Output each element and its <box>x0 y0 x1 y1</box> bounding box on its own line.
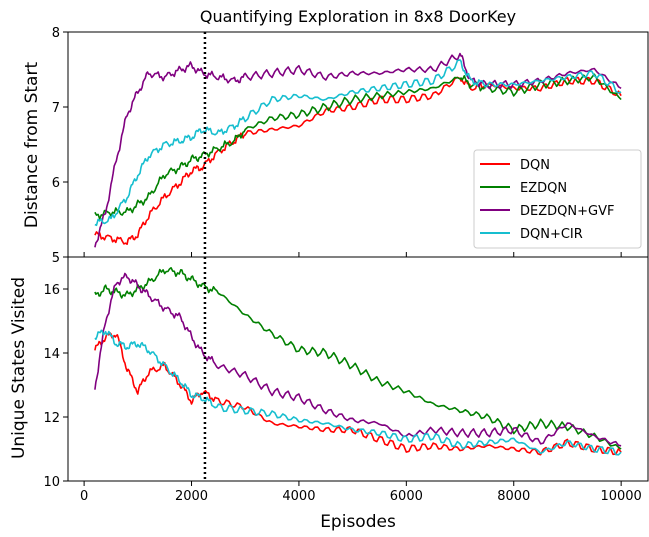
top-series-line-dqn <box>94 76 622 245</box>
bottom-plot-frame <box>67 256 649 482</box>
x-tick-label: 4000 <box>282 489 315 504</box>
x-tick-label: 0 <box>80 489 88 504</box>
bottom-y-tick-label: 16 <box>43 283 60 298</box>
legend: DQN EZDQN DEZDQN+GVF DQN+CIR <box>473 149 642 249</box>
legend-label-dezdqn-gvf: DEZDQN+GVF <box>520 204 614 219</box>
legend-label-dqn: DQN <box>520 158 550 173</box>
bottom-series-line-ezdqn <box>94 266 622 450</box>
top-series-line-ezdqn <box>94 73 622 220</box>
bottom-y-tick-label: 12 <box>43 411 60 426</box>
top-series-line-dezdqn-gvf <box>94 52 622 248</box>
x-tick-label: 2000 <box>175 489 208 504</box>
x-tick-label: 6000 <box>390 489 423 504</box>
top-y-tick-label: 7 <box>52 101 60 116</box>
top-series-line-dqn-cir <box>94 59 622 227</box>
bottom-y-tick-label: 10 <box>43 475 60 490</box>
legend-label-dqn-cir: DQN+CIR <box>520 227 583 242</box>
x-axis-label: Episodes <box>320 512 396 532</box>
bottom-y-tick-label: 14 <box>43 347 60 362</box>
bottom-series-line-dqn-cir <box>94 329 622 456</box>
top-y-tick-label: 8 <box>52 26 60 41</box>
bottom-series-line-dqn <box>94 331 622 456</box>
chart-title: Quantifying Exploration in 8x8 DoorKey <box>200 7 516 26</box>
top-y-axis-label: Distance from Start <box>22 62 42 229</box>
x-tick-label: 8000 <box>497 489 530 504</box>
legend-label-ezdqn: EZDQN <box>520 181 567 196</box>
top-y-tick-label: 6 <box>52 176 60 191</box>
bottom-panel: 10 12 14 16 0 2000 4000 6000 8000 10000 <box>43 256 649 504</box>
x-tick-label: 10000 <box>600 489 641 504</box>
bottom-series-line-dezdqn-gvf <box>94 272 622 447</box>
top-y-tick-label: 5 <box>52 251 60 266</box>
legend-box <box>473 149 642 249</box>
bottom-y-axis-label: Unique States Visited <box>9 277 29 459</box>
